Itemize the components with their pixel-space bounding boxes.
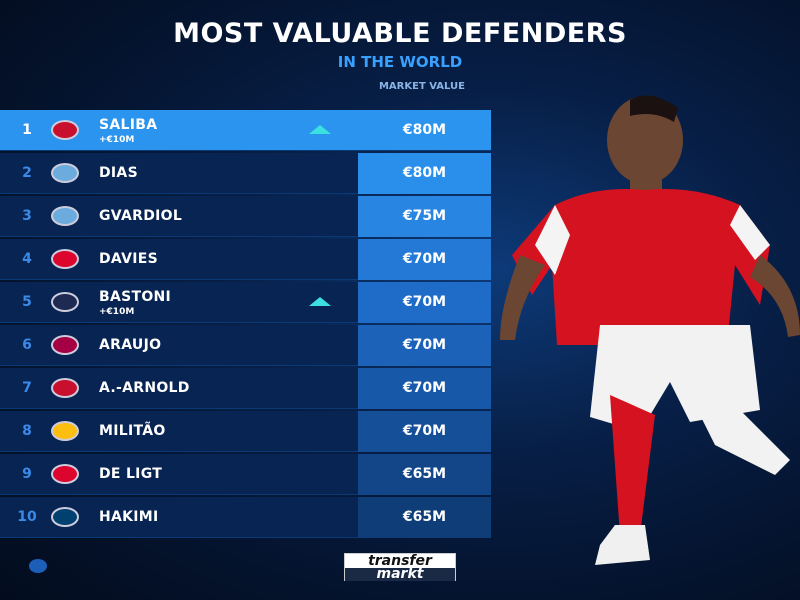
rank: 1	[22, 122, 32, 138]
value-change: +€10M	[99, 307, 135, 317]
table-row: 1 SALIBA +€10M €80M	[0, 110, 491, 151]
market-value: €65M	[358, 497, 491, 538]
rank: 8	[22, 423, 32, 439]
table-row: 3 GVARDIOL €75M	[0, 196, 491, 237]
rank: 3	[22, 208, 32, 224]
liverpool-crest-icon	[51, 378, 79, 398]
market-value: €75M	[358, 196, 491, 237]
rank: 6	[22, 337, 32, 353]
rank: 10	[17, 509, 37, 525]
barcelona-crest-icon	[51, 335, 79, 355]
man-city-crest-icon	[51, 163, 79, 183]
page-subtitle: IN THE WORLD	[337, 53, 463, 71]
arsenal-crest-icon	[51, 120, 79, 140]
inter-crest-icon	[51, 292, 79, 312]
player-name: DAVIES	[99, 251, 158, 267]
value-change: +€10M	[99, 135, 135, 145]
player-name: DE LIGT	[99, 466, 163, 482]
trend-up-icon	[309, 297, 331, 306]
man-city-crest-icon	[51, 206, 79, 226]
player-name: BASTONI	[99, 289, 172, 305]
bayern-crest-icon	[51, 464, 79, 484]
decorative-dot	[29, 559, 47, 573]
table-row: 4 DAVIES €70M	[0, 239, 491, 280]
rank: 2	[22, 165, 32, 181]
logo-line1: transfer	[368, 553, 432, 569]
rank: 4	[22, 251, 32, 267]
page-title: MOST VALUABLE DEFENDERS	[173, 18, 627, 49]
player-photo	[500, 95, 800, 565]
player-name: MILITÃO	[99, 423, 166, 439]
psg-crest-icon	[51, 507, 79, 527]
player-name: A.-ARNOLD	[99, 380, 190, 396]
player-name: SALIBA	[99, 117, 158, 133]
market-value: €80M	[402, 122, 447, 138]
logo-line2: markt	[345, 567, 455, 581]
table-row: 2 DIAS €80M	[0, 153, 491, 194]
bayern-crest-icon	[51, 249, 79, 269]
table-row: 8 MILITÃO €70M	[0, 411, 491, 452]
table-row: 7 A.-ARNOLD €70M	[0, 368, 491, 409]
market-value: €70M	[358, 325, 491, 366]
table-row: 9 DE LIGT €65M	[0, 454, 491, 495]
market-value: €70M	[358, 239, 491, 280]
table-row: 10 HAKIMI €65M	[0, 497, 491, 538]
player-name: GVARDIOL	[99, 208, 183, 224]
table-row: 5 BASTONI +€10M €70M	[0, 282, 491, 323]
market-value: €70M	[358, 282, 491, 323]
real-madrid-crest-icon	[51, 421, 79, 441]
player-name: ARAUJO	[99, 337, 162, 353]
market-value: €80M	[358, 153, 491, 194]
market-value-header: MARKET VALUE	[378, 81, 466, 92]
player-name: HAKIMI	[99, 509, 159, 525]
rank: 9	[22, 466, 32, 482]
market-value: €70M	[358, 411, 491, 452]
player-name: DIAS	[99, 165, 138, 181]
market-value: €65M	[358, 454, 491, 495]
table-row: 6 ARAUJO €70M	[0, 325, 491, 366]
trend-up-icon	[309, 125, 331, 134]
rank: 5	[22, 294, 32, 310]
market-value: €70M	[358, 368, 491, 409]
rank: 7	[22, 380, 32, 396]
transfermarkt-logo: transfer markt	[344, 553, 456, 581]
